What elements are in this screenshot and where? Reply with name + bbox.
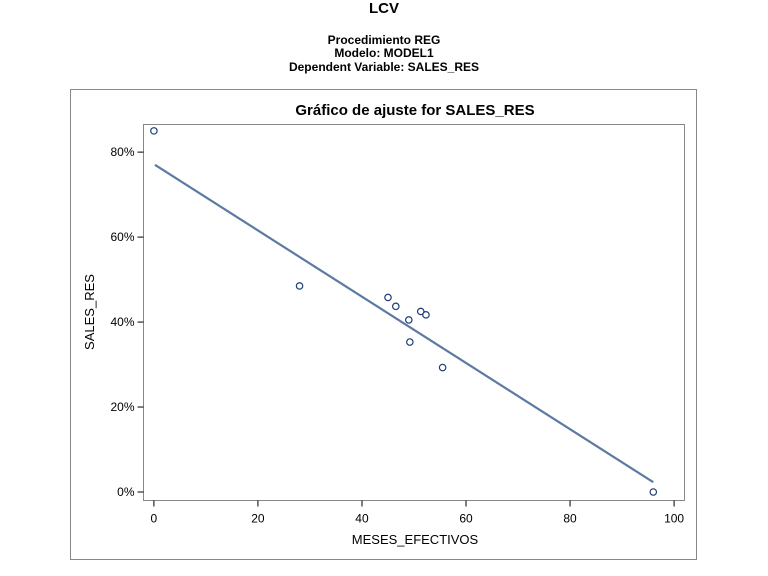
x-tick-label: 100 xyxy=(664,512,684,526)
y-tick-label: 0% xyxy=(117,485,135,499)
x-axis-label: MESES_EFECTIVOS xyxy=(352,532,479,547)
y-tick-label: 20% xyxy=(110,400,134,414)
report-title: LCV xyxy=(369,0,399,17)
data-point xyxy=(384,293,392,302)
data-point xyxy=(649,488,658,496)
data-point xyxy=(150,127,158,135)
scatter-points xyxy=(150,127,658,496)
procedure-subtitle: Procedimiento REG xyxy=(327,33,441,47)
data-point xyxy=(404,316,413,324)
x-tick-label: 20 xyxy=(251,512,265,526)
x-tick-label: 0 xyxy=(151,512,158,526)
y-tick-label: 40% xyxy=(110,315,134,329)
y-axis-label: SALES_RES xyxy=(82,274,97,350)
data-point xyxy=(391,302,400,311)
y-tick-label: 80% xyxy=(110,145,134,159)
data-point xyxy=(416,307,425,316)
chart-outer-frame xyxy=(70,89,697,560)
data-point xyxy=(438,363,447,372)
data-point xyxy=(406,338,414,346)
x-axis-ticks: 0 20 40 60 80 100 xyxy=(151,500,684,526)
y-tick-label: 60% xyxy=(110,230,134,244)
y-axis-ticks: 0% 20% 40% 60% 80% xyxy=(110,145,144,499)
chart-title: Gráfico de ajuste for SALES_RES xyxy=(295,102,534,119)
x-tick-label: 60 xyxy=(459,512,473,526)
plot-area-frame xyxy=(143,124,685,501)
fit-line-layer xyxy=(154,163,654,484)
model-subtitle: Modelo: MODEL1 xyxy=(334,46,434,60)
fit-line xyxy=(154,163,654,484)
data-point xyxy=(295,282,304,290)
x-tick-label: 40 xyxy=(355,512,369,526)
x-tick-label: 80 xyxy=(563,512,577,526)
dependent-variable-subtitle: Dependent Variable: SALES_RES xyxy=(288,60,480,74)
data-point xyxy=(422,311,430,319)
